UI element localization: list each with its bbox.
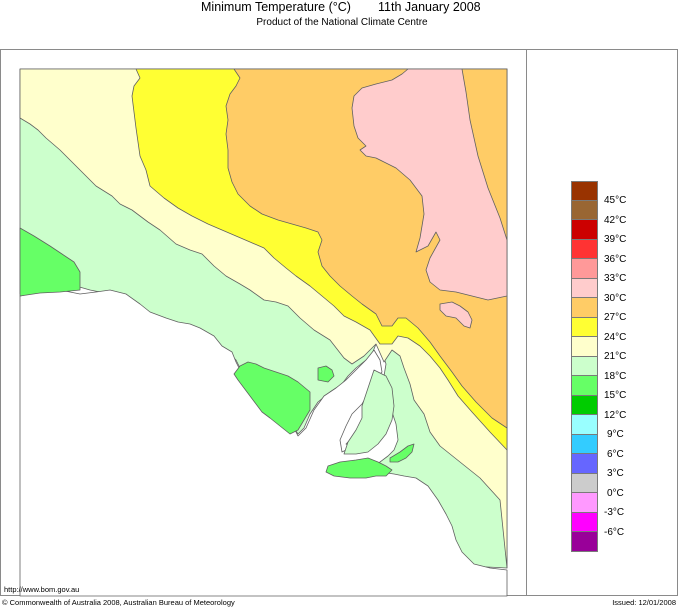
- legend-label: 9°C: [607, 429, 624, 440]
- legend-swatch: [571, 220, 598, 240]
- zone-30-33: [351, 68, 508, 301]
- legend-label: 24°C: [604, 331, 627, 343]
- zone-15-18-kangaroo-island: [325, 457, 393, 479]
- legend-swatch: [571, 356, 598, 376]
- zone-15-18-west: [19, 227, 81, 297]
- legend-label: 6°C: [607, 448, 624, 460]
- legend-label: 45°C: [604, 195, 627, 206]
- legend-swatch: [571, 473, 598, 493]
- legend-swatch: [571, 200, 598, 220]
- legend-swatch: [571, 337, 598, 357]
- legend-swatch: [571, 181, 598, 201]
- legend-label: 21°C: [604, 351, 627, 362]
- legend-label: 0°C: [607, 487, 624, 499]
- legend-label: -3°C: [604, 507, 625, 518]
- legend-swatch: [571, 493, 598, 513]
- legend-swatch: [571, 454, 598, 474]
- legend-label: -6°C: [604, 526, 625, 538]
- legend-swatch: [571, 239, 598, 259]
- zone-15-18-eyre: [233, 361, 311, 435]
- title-bar: Minimum Temperature (°C) 11th January 20…: [0, 0, 680, 18]
- legend-swatch: [571, 376, 598, 396]
- map-subtitle: Product of the National Climate Centre: [256, 17, 428, 28]
- legend-swatch: [571, 512, 598, 532]
- legend-label: 18°C: [604, 370, 627, 382]
- legend-swatch: [571, 532, 598, 552]
- yorke-peninsula: [343, 369, 395, 455]
- legend-label: 36°C: [604, 253, 627, 265]
- legend-label: 12°C: [604, 409, 627, 421]
- legend-swatch: [571, 259, 598, 279]
- map-date: 11th January 2008: [378, 0, 481, 14]
- legend-swatch: [571, 278, 598, 298]
- legend-swatch: [571, 434, 598, 454]
- legend-label: 27°C: [604, 312, 627, 323]
- zone-15-18-fleurieu: [389, 443, 415, 463]
- legend-label: 39°C: [604, 234, 627, 245]
- legend-label: 30°C: [604, 292, 627, 304]
- legend-label: 15°C: [604, 390, 627, 401]
- copyright-notice: © Commonwealth of Australia 2008, Austra…: [2, 598, 235, 607]
- legend-label: 42°C: [604, 214, 627, 226]
- legend-swatch: [571, 317, 598, 337]
- legend-label: 33°C: [604, 273, 627, 284]
- map-title: Minimum Temperature (°C): [201, 0, 351, 14]
- legend-label: 3°C: [607, 468, 624, 479]
- issued-date: Issued: 12/01/2008: [612, 598, 676, 607]
- legend-swatch: [571, 395, 598, 415]
- source-url: http://www.bom.gov.au: [4, 585, 80, 594]
- legend-divider: [526, 49, 527, 596]
- zone-30-33-lobe: [439, 301, 473, 329]
- zone-15-18-blob: [317, 365, 335, 383]
- legend-swatch: [571, 298, 598, 318]
- legend-swatch: [571, 415, 598, 435]
